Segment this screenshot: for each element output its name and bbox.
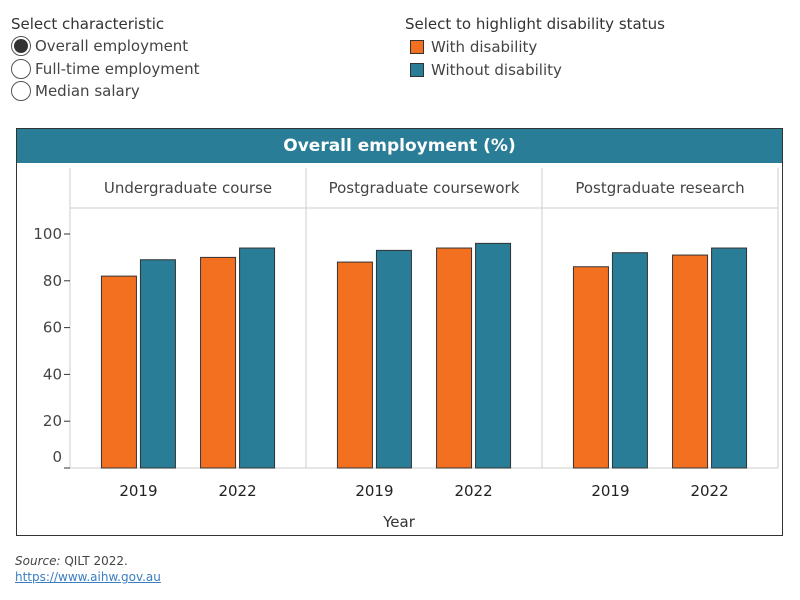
bar <box>336 261 373 469</box>
radio-icon[interactable] <box>11 81 31 101</box>
y-tick-label: 0 <box>52 448 62 466</box>
y-tick-label: 80 <box>43 272 62 290</box>
swatch-icon <box>410 40 424 54</box>
y-tick-label: 60 <box>43 319 62 337</box>
characteristic-title: Select characteristic <box>11 15 165 33</box>
source-note: Source: QILT 2022. <box>15 554 128 568</box>
radio-median-salary[interactable]: Median salary <box>11 81 140 101</box>
legend-label: With disability <box>431 38 538 56</box>
y-tick-label: 100 <box>33 225 62 243</box>
bar <box>475 242 512 469</box>
x-tick-label: 2019 <box>119 482 157 500</box>
radio-icon[interactable] <box>11 36 31 56</box>
source-text: QILT 2022. <box>60 554 128 568</box>
bar <box>711 247 748 469</box>
radio-label: Median salary <box>35 82 140 100</box>
bar <box>239 247 276 469</box>
radio-icon[interactable] <box>11 59 31 79</box>
radio-full-time-employment[interactable]: Full-time employment <box>11 59 200 79</box>
panel-header: Postgraduate research <box>575 179 744 197</box>
radio-label: Full-time employment <box>35 60 200 78</box>
x-tick-label: 2022 <box>218 482 256 500</box>
highlight-title: Select to highlight disability status <box>405 15 665 33</box>
bar <box>139 259 176 469</box>
y-tick-label: 40 <box>43 365 62 383</box>
radio-overall-employment[interactable]: Overall employment <box>11 36 188 56</box>
bar <box>200 256 237 469</box>
bar <box>375 249 412 469</box>
swatch-icon <box>410 63 424 77</box>
bar <box>436 247 473 469</box>
bar <box>672 254 709 469</box>
x-tick-label: 2019 <box>355 482 393 500</box>
legend-with-disability[interactable]: With disability <box>410 38 537 56</box>
source-link[interactable]: https://www.aihw.gov.au <box>15 570 161 584</box>
source-label: Source: <box>15 554 61 568</box>
y-tick-label: 20 <box>43 412 62 430</box>
bar <box>100 275 137 469</box>
legend-label: Without disability <box>431 61 562 79</box>
bar <box>572 266 609 469</box>
x-tick-label: 2019 <box>591 482 629 500</box>
x-tick-label: 2022 <box>690 482 728 500</box>
x-axis-label: Year <box>382 513 416 531</box>
chart-frame <box>16 128 783 536</box>
radio-label: Overall employment <box>35 37 189 55</box>
legend-without-disability[interactable]: Without disability <box>410 61 562 79</box>
chart-title: Overall employment (%) <box>17 129 782 163</box>
panel-header: Undergraduate course <box>104 179 272 197</box>
panel-header: Postgraduate coursework <box>329 179 520 197</box>
bar <box>611 252 648 469</box>
x-tick-label: 2022 <box>454 482 492 500</box>
